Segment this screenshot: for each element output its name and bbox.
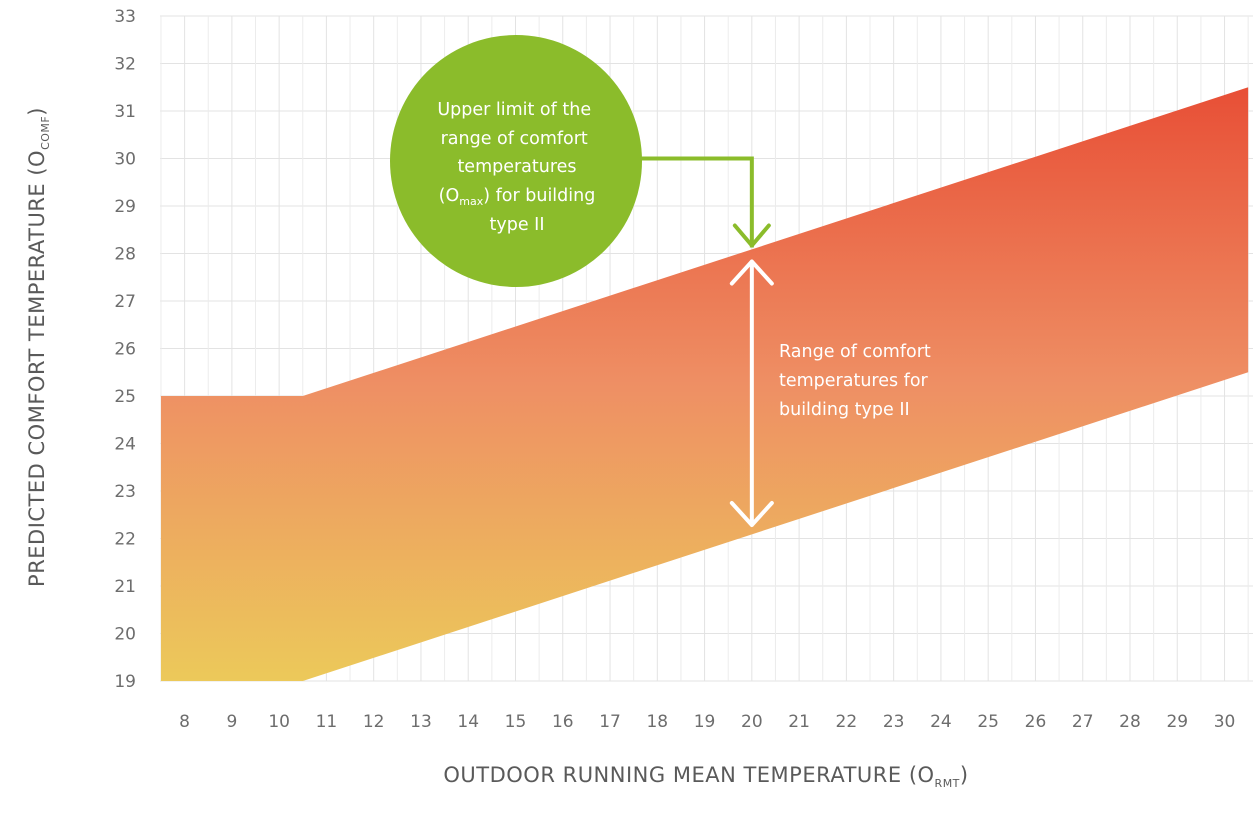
upper-limit-connector [640,156,754,248]
x-tick-label: 10 [268,712,290,732]
y-tick-label: 28 [114,245,136,265]
y-tick-label: 30 [114,150,136,170]
range-text: Range of comfort temperatures for buildi… [779,342,936,420]
x-tick-label: 25 [977,712,999,732]
upper-limit-text: Upper limit of the range of comfort temp… [437,100,596,177]
range-line-2: temperatures for [779,371,929,391]
y-tick-label: 20 [114,625,136,645]
x-axis-title: OUTDOOR RUNNING MEAN TEMPERATURE (ORMT) [443,763,968,790]
x-tick-label: 19 [694,712,716,732]
x-tick-label: 8 [179,712,190,732]
x-tick-label: 29 [1166,712,1188,732]
upper-limit-annotation: Upper limit of the range of comfort temp… [390,35,771,287]
y-tick-label: 29 [114,197,136,217]
x-tick-label: 9 [226,712,237,732]
x-tick-label: 13 [410,712,432,732]
x-tick-label: 18 [646,712,668,732]
upper-limit-arrowhead [732,223,771,248]
y-tick-label: 24 [114,435,136,455]
y-tick-label: 27 [114,292,136,312]
x-axis-ticks: 8 9 10 11 12 13 14 15 16 17 18 19 20 21 22 23 24 25 26 27 28… [179,712,1235,732]
y-tick-label: 22 [114,530,136,550]
x-tick-label: 12 [363,712,385,732]
x-tick-label: 28 [1119,712,1141,732]
range-line-3: building type II [779,400,910,420]
x-tick-label: 24 [930,712,952,732]
comfort-band [160,87,1249,681]
y-tick-label: 31 [114,102,136,122]
y-tick-label: 23 [114,482,136,502]
range-line-1: Range of comfort [779,342,931,362]
y-tick-label: 21 [114,577,136,597]
x-tick-label: 26 [1025,712,1047,732]
y-tick-label: 32 [114,55,136,75]
y-axis-title: PREDICTED COMFORT TEMPERATURE (OCOMF) [25,107,52,587]
upper-limit-line-2: range of comfort [441,129,588,149]
upper-limit-line-5: type II [490,215,545,235]
x-tick-label: 21 [788,712,810,732]
y-tick-label: 33 [114,7,136,27]
upper-limit-line-4: (Omax) for building [439,186,596,208]
x-tick-label: 15 [505,712,527,732]
x-tick-label: 17 [599,712,621,732]
x-tick-label: 16 [552,712,574,732]
x-tick-label: 27 [1072,712,1094,732]
y-tick-label: 19 [114,672,136,692]
x-tick-label: 11 [316,712,338,732]
x-tick-label: 23 [883,712,905,732]
x-tick-label: 22 [836,712,858,732]
x-tick-label: 30 [1214,712,1236,732]
upper-limit-bubble [390,35,642,287]
x-tick-label: 14 [457,712,479,732]
y-tick-label: 26 [114,340,136,360]
upper-limit-line-1: Upper limit of the [437,100,591,120]
y-axis-ticks: 19 20 21 22 23 24 25 26 27 28 29 30 31 32 33 [114,7,136,692]
range-double-arrow [729,259,774,527]
x-tick-label: 20 [741,712,763,732]
range-annotation: Range of comfort temperatures for buildi… [729,259,936,527]
y-tick-label: 25 [114,387,136,407]
upper-limit-line-3: temperatures [457,157,576,177]
